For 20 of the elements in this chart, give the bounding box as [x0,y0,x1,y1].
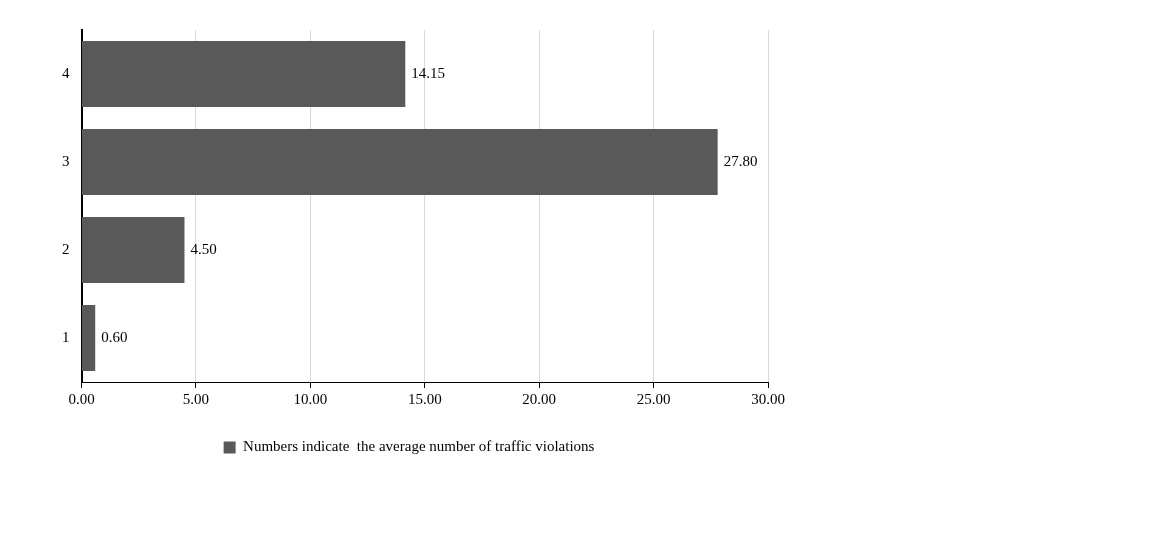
y-tick-label: 2 [62,240,70,257]
data-label: 4.50 [190,240,217,257]
x-tick-label: 0.00 [68,390,95,407]
x-tick-label: 5.00 [182,390,210,407]
x-tick-label: 20.00 [522,390,557,407]
bar [82,41,406,107]
bar [82,129,718,195]
bar [82,217,185,283]
bar [82,305,96,371]
y-tick-label: 1 [62,328,70,345]
x-tick-label: 15.00 [407,390,442,407]
x-tick-label: 25.00 [636,390,671,407]
y-tick-label: 3 [62,152,70,169]
data-label: 14.15 [411,64,446,81]
x-tick-label: 10.00 [293,390,328,407]
x-tick-label: 30.00 [751,390,785,407]
legend-label: Numbers indicate the average number of traffic violations [243,438,595,455]
data-label: 27.80 [723,152,758,169]
data-label: 0.60 [101,328,128,345]
y-tick-label: 4 [62,64,70,81]
